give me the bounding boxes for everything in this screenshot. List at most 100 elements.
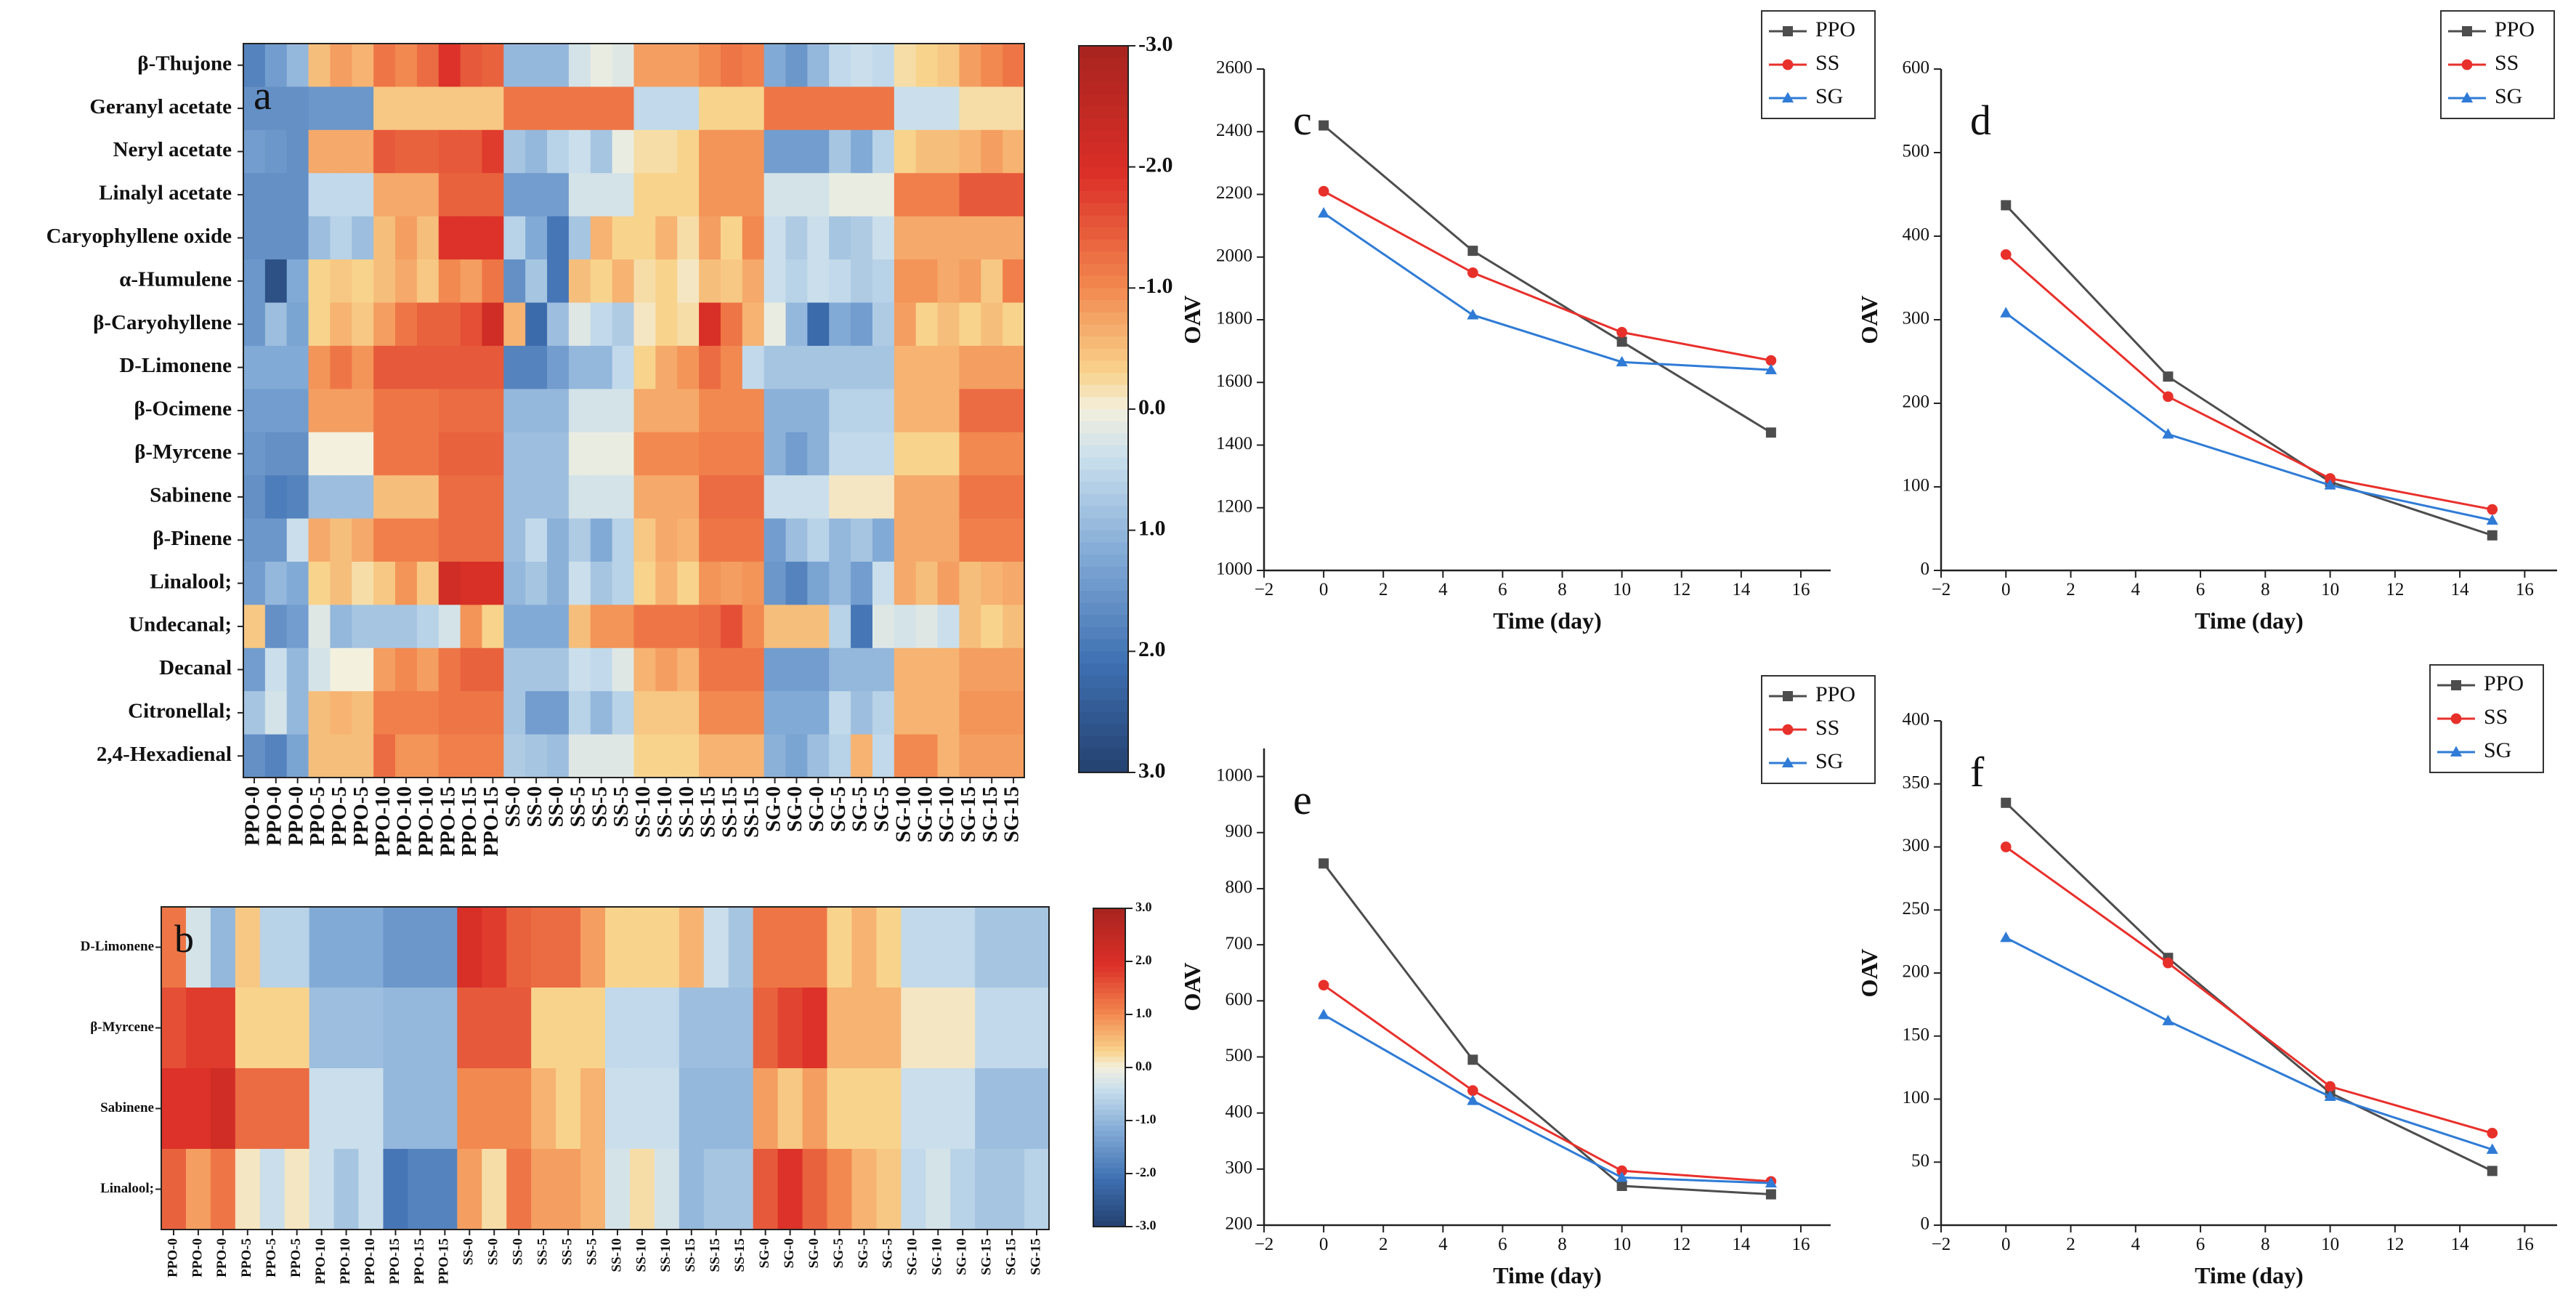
heatmap-a-cell [872, 129, 895, 174]
heatmap-a-colorbar-segment [1079, 300, 1128, 313]
heatmap-a-cell [590, 605, 613, 649]
heatmap-a-cell [286, 86, 309, 131]
heatmap-a-cell [460, 605, 483, 649]
heatmap-a-cell [915, 259, 939, 304]
heatmap-a-cell [633, 129, 656, 174]
heatmap-a-cell [352, 475, 374, 520]
heatmap-a-cell [395, 86, 418, 131]
heatmap-a-cell [352, 129, 374, 174]
heatmap-a-cell [352, 432, 374, 476]
heatmap-b-cell [161, 907, 187, 988]
heatmap-a-cell [807, 44, 830, 88]
heatmap-a-cell [981, 302, 1003, 347]
heatmap-a-cell [872, 432, 895, 476]
heatmap-a-cell [568, 647, 591, 692]
heatmap-a-cell [699, 605, 721, 649]
chart-d-legend-label: SS [2495, 51, 2519, 75]
heatmap-b-colorbar-segment [1093, 956, 1125, 962]
heatmap-a-colorbar-segment [1079, 469, 1128, 483]
heatmap-a-colorbar-segment [1079, 639, 1128, 653]
heatmap-a-cell [416, 129, 440, 174]
heatmap-a-colorbar-segment [1079, 288, 1128, 301]
heatmap-b-colorbar-label: 2.0 [1135, 953, 1152, 967]
heatmap-a-cell [872, 647, 895, 692]
heatmap-a-cell [243, 345, 266, 389]
heatmap-a-col-label: PPO-15 [436, 786, 459, 857]
heatmap-a-cell [1003, 432, 1025, 476]
chart-c-x-tick-label: 0 [1319, 580, 1329, 600]
heatmap-a-colorbar-segment [1079, 203, 1128, 217]
chart-d-point-sg [2000, 307, 2012, 318]
heatmap-a-cell [959, 432, 981, 476]
heatmap-a-cell [677, 647, 700, 692]
heatmap-a-cell [547, 647, 570, 692]
chart-d-x-axis-title: Time (day) [2195, 607, 2304, 634]
heatmap-b-cell [654, 1068, 680, 1150]
heatmap-b-colorbar-segment [1093, 1168, 1125, 1174]
chart-c-point-ppo [1319, 120, 1329, 131]
heatmap-a-cell [937, 605, 960, 649]
heatmap-b-colorbar-segment [1093, 940, 1125, 946]
heatmap-a-cell [547, 129, 570, 174]
heatmap-b-colorbar-segment [1093, 966, 1125, 973]
chart-f-x-tick-label: −2 [1932, 1235, 1951, 1254]
chart-f-point-ss [2487, 1127, 2498, 1139]
heatmap-a-cell [612, 86, 635, 131]
heatmap-a-cell [742, 561, 765, 605]
heatmap-a-cell [915, 86, 939, 131]
heatmap-b-cell [259, 907, 285, 988]
heatmap-a-cell [612, 518, 635, 562]
heatmap-a-cell [547, 173, 570, 217]
heatmap-a-cell [959, 389, 981, 433]
chart-e-panel: −2 0 2 4 6 8 10 12 14 16 200 300 400 500 600 700 800 900 1… [1179, 675, 1876, 1288]
heatmap-a-cell [330, 432, 352, 476]
chart-d-point-ss [2163, 391, 2174, 403]
heatmap-b-cell [284, 988, 310, 1069]
heatmap-a-cell [308, 173, 331, 217]
heatmap-a-cell [525, 259, 548, 304]
heatmap-a-cell [330, 518, 352, 562]
heatmap-b-cell [605, 907, 631, 988]
heatmap-b-cell [235, 1068, 261, 1150]
heatmap-b-cell [235, 988, 261, 1069]
chart-c-legend-label: SS [1815, 51, 1839, 75]
heatmap-a-cell [264, 561, 288, 605]
heatmap-a-cell [915, 389, 939, 433]
chart-f-x-tick-label: 12 [2386, 1235, 2404, 1254]
heatmap-a-col-label: SG-5 [848, 786, 872, 832]
heatmap-a-cell [395, 734, 418, 778]
chart-c-legend-marker [1783, 26, 1793, 36]
heatmap-a-cell [699, 518, 721, 562]
heatmap-a-col-label: PPO-15 [458, 786, 481, 857]
chart-c-y-tick-label: 1200 [1216, 496, 1252, 516]
chart-c-y-tick-label: 1000 [1216, 560, 1252, 579]
heatmap-a-row-label: β-Ocimene [134, 397, 232, 421]
heatmap-a-cell [243, 44, 266, 88]
heatmap-b-colorbar-label: 3.0 [1135, 900, 1152, 914]
chart-f-y-tick-label: 350 [1903, 772, 1930, 792]
heatmap-a-col-label: SS-15 [740, 786, 763, 838]
heatmap-b-col-label: PPO-0 [190, 1238, 205, 1277]
heatmap-b-colorbar-segment [1093, 1105, 1125, 1111]
heatmap-a-cell [416, 86, 440, 131]
heatmap-a-cell [308, 44, 331, 88]
heatmap-b-cell [432, 988, 458, 1069]
heatmap-a-cell [677, 432, 700, 476]
heatmap-b-cell [383, 907, 409, 988]
heatmap-a-cell [438, 647, 461, 692]
heatmap-a-colorbar-segment [1079, 384, 1128, 398]
chart-d-legend-marker [2461, 59, 2473, 70]
chart-d-y-tick-label: 400 [1903, 225, 1930, 245]
heatmap-a-colorbar-segment [1079, 336, 1128, 350]
heatmap-b-col-label: SS-5 [535, 1238, 550, 1265]
heatmap-a-cell [699, 302, 721, 347]
heatmap-a-col-label: SS-10 [675, 786, 698, 838]
heatmap-b-cell [161, 988, 187, 1069]
heatmap-a-cell [872, 734, 895, 778]
heatmap-b-cell [556, 907, 581, 988]
heatmap-a-colorbar-segment [1079, 46, 1128, 59]
chart-e-line-ppo [1322, 863, 1771, 1196]
heatmap-b-cell [827, 1068, 853, 1150]
heatmap-a-cell [286, 259, 309, 304]
heatmap-b-cell [901, 988, 926, 1069]
